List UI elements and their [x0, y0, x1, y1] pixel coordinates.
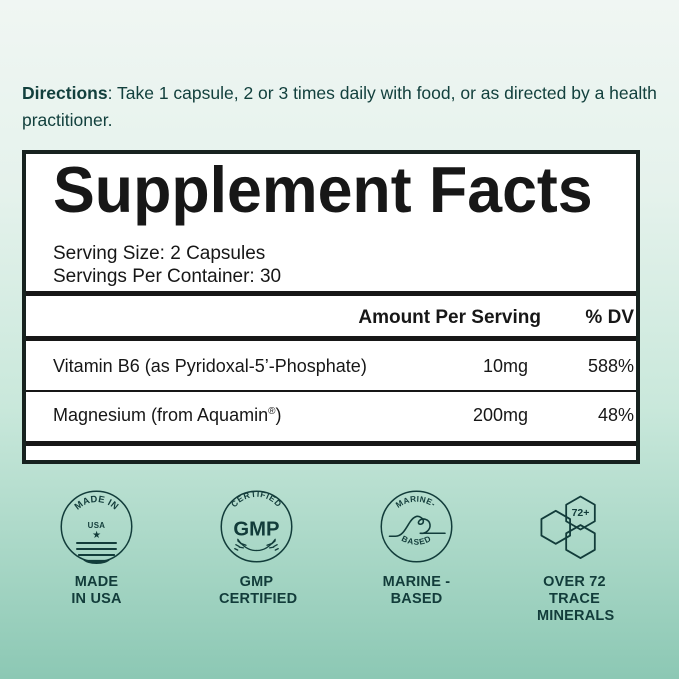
- svg-text:USA: USA: [88, 521, 106, 530]
- svg-text:BASED: BASED: [400, 534, 433, 547]
- svg-text:GMP: GMP: [233, 519, 279, 541]
- svg-text:MADE IN: MADE IN: [72, 494, 120, 512]
- svg-text:72+: 72+: [572, 507, 590, 519]
- svg-text:MARINE-: MARINE-: [394, 495, 437, 510]
- svg-text:CERTIFIED: CERTIFIED: [229, 490, 283, 509]
- svg-text:★: ★: [92, 530, 101, 541]
